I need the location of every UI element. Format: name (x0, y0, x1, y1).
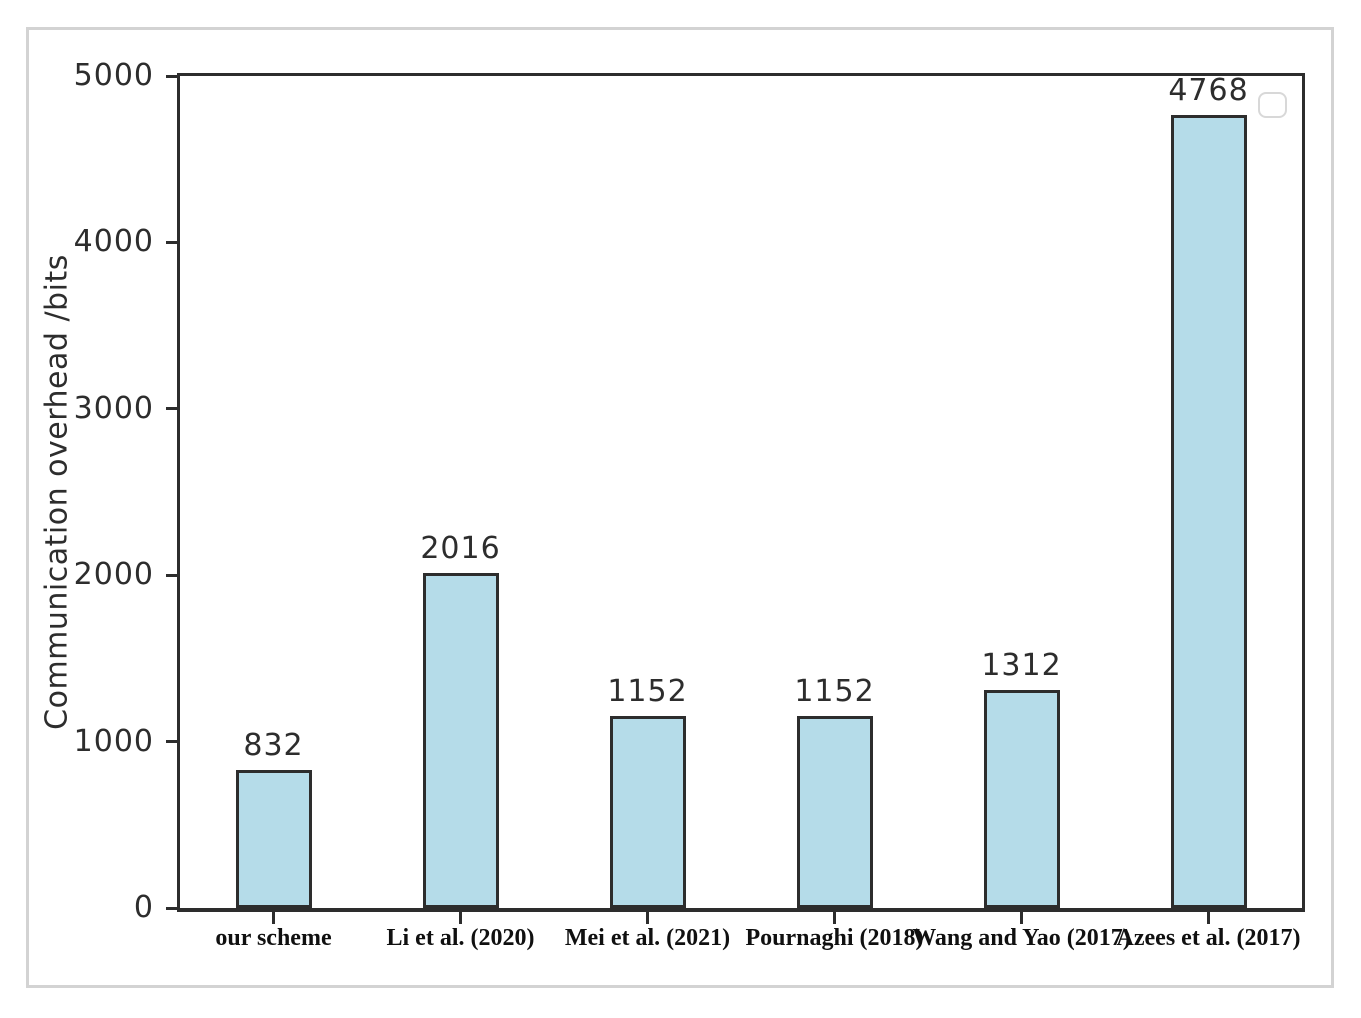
x-tick-label: Wang and Yao (2017) (912, 925, 1131, 951)
x-tick-mark (833, 912, 836, 924)
bar-value-label: 2016 (420, 530, 501, 566)
y-tick-mark (166, 573, 180, 577)
y-tick-mark (166, 240, 180, 244)
x-tick-label: our scheme (215, 925, 332, 951)
y-tick-mark (166, 740, 180, 744)
y-axis-title: Communication overhead /bits (39, 254, 75, 730)
y-tick-label: 3000 (73, 390, 154, 426)
bar-1 (235, 769, 312, 908)
x-tick-label: Mei et al. (2021) (564, 925, 731, 951)
x-tick-label: Pournaghi (2018) (745, 925, 924, 951)
x-tick-mark (1020, 912, 1023, 924)
y-tick-label: 4000 (73, 224, 154, 260)
x-tick-mark (272, 912, 275, 924)
bar-4 (796, 716, 873, 908)
bar-3 (609, 716, 686, 908)
y-tick-mark (166, 407, 180, 411)
x-tick-mark (1207, 912, 1210, 924)
y-tick-label: 5000 (73, 58, 154, 93)
x-tick-label: Li et al. (2020) (386, 925, 535, 951)
bar-6 (1170, 114, 1247, 908)
bar-2 (422, 572, 499, 908)
x-tick-mark (646, 912, 649, 924)
bar-value-label: 4768 (1168, 72, 1249, 108)
bar-value-label: 832 (243, 727, 304, 763)
bar-value-label: 1152 (607, 674, 688, 710)
bar-value-label: 1152 (794, 674, 875, 710)
y-tick-label: 2000 (73, 557, 154, 593)
x-tick-label: Azees et al. (2017) (1116, 925, 1301, 951)
plot-area (177, 73, 1305, 912)
y-tick-mark (166, 74, 180, 78)
y-tick-mark (166, 906, 180, 910)
y-tick-label: 0 (133, 890, 154, 925)
bar-value-label: 1312 (981, 647, 1062, 683)
legend-box (1258, 92, 1287, 118)
y-tick-label: 1000 (73, 723, 154, 759)
x-tick-mark (459, 912, 462, 924)
bar-5 (983, 689, 1060, 908)
